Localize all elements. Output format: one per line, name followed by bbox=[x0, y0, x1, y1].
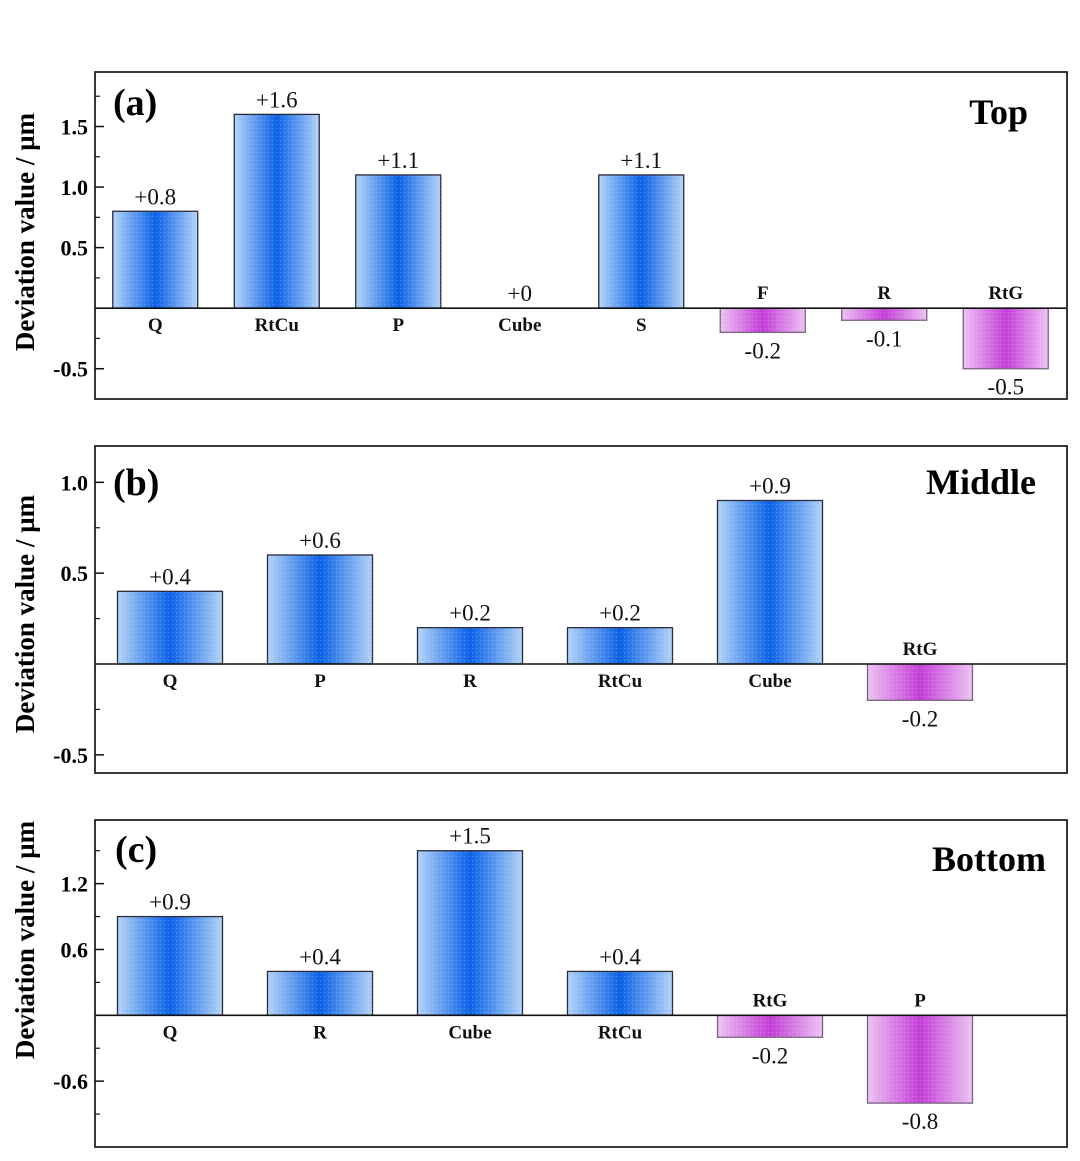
bar-texture bbox=[267, 971, 373, 1016]
value-label: +0.2 bbox=[599, 601, 641, 626]
category-label: Q bbox=[148, 315, 163, 336]
value-label: -0.2 bbox=[752, 1043, 788, 1068]
category-label: RtG bbox=[903, 639, 938, 660]
value-label: +1.5 bbox=[449, 824, 491, 849]
category-label: Q bbox=[163, 1022, 178, 1043]
category-label: RtCu bbox=[598, 1022, 643, 1043]
category-label: R bbox=[463, 671, 477, 692]
category-label: Cube bbox=[748, 671, 791, 692]
category-label: R bbox=[877, 283, 891, 304]
value-label: +0.4 bbox=[149, 564, 191, 589]
plot-frame bbox=[94, 445, 1068, 774]
category-label: RtCu bbox=[598, 671, 643, 692]
panel-letter: (c) bbox=[115, 829, 157, 871]
y-tick-label: 0.6 bbox=[61, 937, 89, 962]
category-label: RtG bbox=[988, 283, 1023, 304]
y-tick-label: 0.5 bbox=[61, 236, 89, 261]
category-label: Q bbox=[163, 671, 178, 692]
bar-texture bbox=[567, 971, 673, 1016]
y-tick-label: 1.0 bbox=[61, 175, 89, 200]
bar-texture bbox=[234, 114, 320, 309]
y-tick-label: 1.5 bbox=[61, 115, 89, 140]
value-label: +0.6 bbox=[299, 528, 341, 553]
bar-texture bbox=[867, 1015, 973, 1104]
y-tick-label: -0.6 bbox=[53, 1069, 88, 1094]
value-label: +1.1 bbox=[377, 148, 419, 173]
category-label: RtG bbox=[753, 990, 788, 1011]
value-label: +0.9 bbox=[149, 890, 191, 915]
bar-texture bbox=[117, 591, 223, 664]
bar-texture bbox=[963, 308, 1049, 369]
plot-frame bbox=[94, 819, 1068, 1148]
value-label: +1.6 bbox=[256, 87, 298, 112]
panel-title: Top bbox=[969, 92, 1028, 132]
value-label: -0.2 bbox=[902, 706, 938, 731]
category-label: R bbox=[313, 1022, 327, 1043]
y-axis-title: Deviation value / µm bbox=[10, 112, 40, 351]
plot-frame bbox=[94, 71, 1068, 400]
panel-a: Deviation value / µm Q +0.8 RtCu +1.6 P +1.1 C… bbox=[10, 71, 1068, 400]
value-label: +0.2 bbox=[449, 601, 491, 626]
y-tick-label: -0.5 bbox=[53, 357, 88, 382]
value-label: +0.9 bbox=[749, 474, 791, 499]
panel-letter: (a) bbox=[113, 82, 157, 124]
value-label: -0.1 bbox=[866, 326, 902, 351]
value-label: +0 bbox=[508, 281, 532, 306]
value-label: +1.1 bbox=[620, 148, 662, 173]
bar-texture bbox=[355, 174, 441, 309]
category-label: Cube bbox=[498, 315, 541, 336]
y-axis-title: Deviation value / µm bbox=[10, 494, 40, 733]
category-label: P bbox=[914, 990, 926, 1011]
value-label: +0.4 bbox=[599, 944, 641, 969]
value-label: -0.5 bbox=[988, 375, 1024, 400]
panel-letter: (b) bbox=[113, 462, 159, 504]
bar-texture bbox=[417, 627, 523, 664]
y-tick-label: 1.2 bbox=[61, 872, 89, 897]
value-label: +0.4 bbox=[299, 944, 341, 969]
bar-texture bbox=[717, 500, 823, 664]
value-label: -0.8 bbox=[902, 1109, 938, 1134]
y-tick-label: 0.5 bbox=[61, 561, 89, 586]
panel-b: Deviation value / µm Q +0.4 P +0.6 R +0.2 RtCu… bbox=[10, 445, 1068, 774]
bar-texture bbox=[717, 1015, 823, 1038]
value-label: +0.8 bbox=[134, 184, 176, 209]
bar-texture bbox=[841, 308, 927, 321]
bar-texture bbox=[567, 627, 673, 664]
bar-texture bbox=[267, 555, 373, 664]
bar-texture bbox=[598, 174, 684, 309]
y-tick-label: 1.0 bbox=[61, 470, 89, 495]
bar-texture bbox=[867, 664, 973, 701]
category-label: P bbox=[314, 671, 326, 692]
category-label: F bbox=[757, 283, 769, 304]
panel-title: Middle bbox=[926, 462, 1036, 502]
panel-title: Bottom bbox=[932, 839, 1046, 879]
value-label: -0.2 bbox=[745, 338, 781, 363]
category-label: Cube bbox=[448, 1022, 491, 1043]
y-axis-title: Deviation value / µm bbox=[10, 820, 40, 1059]
y-tick-label: -0.5 bbox=[53, 743, 88, 768]
category-label: P bbox=[392, 315, 404, 336]
category-label: RtCu bbox=[255, 315, 300, 336]
bar-texture bbox=[720, 308, 806, 333]
panel-c: Deviation value / µm Q +0.9 R +0.4 Cube +1.5 R… bbox=[10, 819, 1068, 1148]
category-label: S bbox=[636, 315, 647, 336]
bar-texture bbox=[417, 850, 523, 1016]
bar-texture bbox=[117, 916, 223, 1016]
bar-texture bbox=[112, 211, 198, 309]
